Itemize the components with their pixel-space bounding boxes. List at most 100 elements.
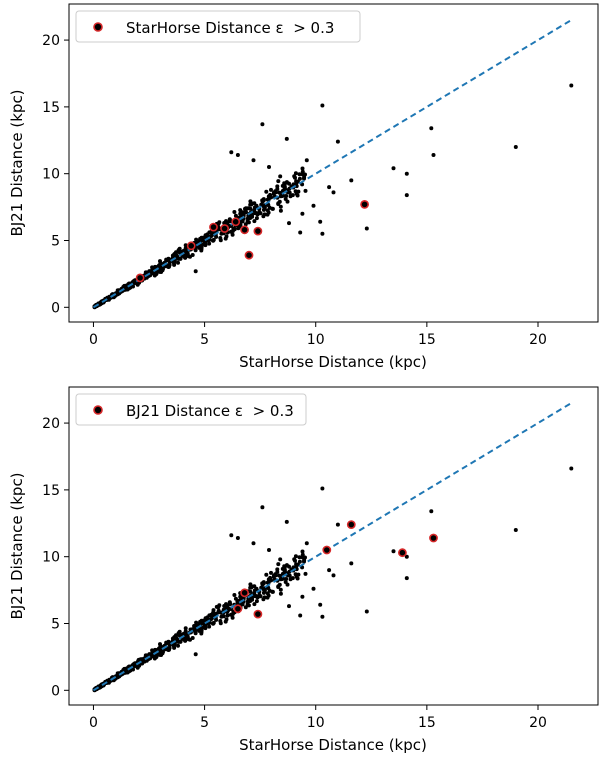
scatter-points (92, 19, 574, 310)
scatter-point (269, 187, 273, 192)
scatter-point (171, 636, 176, 641)
scatter-point (261, 197, 266, 202)
scatter-point (300, 549, 305, 554)
one-to-one-reference-line (92, 19, 572, 309)
scatter-point (404, 193, 409, 198)
bottom-scatter-panel: 0 5 10 15 20 0 5 10 15 20 StarHorse Distance (kpc… (8, 386, 599, 754)
scatter-point (284, 519, 289, 524)
scatter-point (193, 652, 198, 657)
scatter-point (290, 576, 295, 581)
scatter-point (159, 270, 164, 274)
scatter-points (92, 402, 574, 693)
scatter-point (233, 213, 238, 218)
scatter-point (171, 260, 176, 265)
scatter-point (364, 609, 369, 614)
scatter-point (217, 610, 221, 615)
scatter-point (190, 253, 195, 257)
highlighted-point (429, 533, 438, 543)
scatter-point (266, 580, 271, 585)
scatter-point (123, 668, 128, 673)
scatter-point (327, 568, 332, 573)
scatter-point (135, 282, 140, 287)
scatter-point (248, 216, 253, 220)
scatter-point (235, 536, 240, 540)
scatter-point (252, 205, 257, 210)
scatter-point (153, 264, 158, 269)
scatter-point (217, 227, 221, 232)
scatter-point (300, 211, 305, 216)
scatter-point (218, 236, 223, 240)
scatter-point (217, 220, 222, 225)
scatter-point (285, 582, 290, 587)
scatter-point (236, 226, 241, 231)
scatter-point (268, 575, 273, 580)
scatter-point (244, 206, 248, 211)
scatter-point (223, 619, 228, 624)
scatter-point (252, 602, 257, 607)
scatter-point (311, 586, 316, 591)
scatter-point (258, 594, 263, 599)
scatter-point (248, 199, 253, 204)
scatter-point (303, 188, 308, 193)
scatter-point (364, 226, 369, 231)
scatter-point (240, 602, 245, 607)
scatter-point (193, 269, 198, 274)
highlighted-point (244, 250, 254, 260)
scatter-point (297, 559, 302, 564)
y-tick-label: 5 (51, 616, 60, 632)
scatter-point (243, 209, 248, 214)
scatter-point (267, 588, 272, 593)
scatter-point (221, 614, 226, 619)
scatter-point (137, 657, 142, 662)
scatter-point (153, 655, 158, 660)
scatter-point (240, 210, 245, 215)
scatter-point (229, 150, 234, 155)
scatter-point (267, 205, 272, 210)
scatter-point (182, 253, 187, 258)
scatter-point (287, 221, 291, 226)
scatter-point (200, 236, 205, 240)
scatter-point (174, 636, 179, 641)
scatter-point (230, 612, 235, 616)
scatter-point (211, 608, 216, 613)
scatter-point (177, 629, 182, 634)
scatter-point (349, 178, 354, 183)
scatter-point (318, 602, 323, 607)
scatter-point (243, 605, 248, 610)
scatter-point (279, 193, 284, 198)
scatter-point (268, 192, 273, 197)
scatter-point (271, 573, 276, 578)
scatter-point (176, 256, 181, 261)
scatter-point (304, 541, 309, 546)
scatter-point (429, 509, 434, 514)
scatter-point (164, 258, 169, 263)
scatter-point (252, 584, 257, 589)
scatter-point (143, 653, 148, 658)
scatter-point (320, 486, 325, 491)
scatter-point (264, 189, 269, 194)
x-tick-label: 0 (89, 332, 98, 348)
scatter-point (276, 179, 281, 184)
scatter-point (176, 260, 180, 265)
scatter-point (226, 608, 230, 613)
highlighted-point (360, 199, 369, 209)
scatter-point (303, 571, 308, 576)
scatter-point (183, 243, 188, 248)
x-tick-label: 20 (529, 715, 547, 731)
scatter-point (431, 153, 436, 157)
scatter-point (391, 166, 396, 171)
scatter-point (248, 582, 253, 587)
y-tick-label: 5 (51, 233, 60, 249)
scatter-point (223, 236, 228, 241)
scatter-point (293, 554, 298, 559)
scatter-point (404, 554, 409, 559)
scatter-point (252, 588, 257, 593)
plot-area-frame (68, 3, 599, 323)
scatter-point (300, 594, 305, 599)
scatter-point (97, 685, 102, 690)
scatter-point (277, 199, 282, 204)
scatter-point (298, 613, 303, 618)
legend-box (75, 393, 307, 426)
x-axis-label: StarHorse Distance (kpc) (239, 736, 427, 754)
